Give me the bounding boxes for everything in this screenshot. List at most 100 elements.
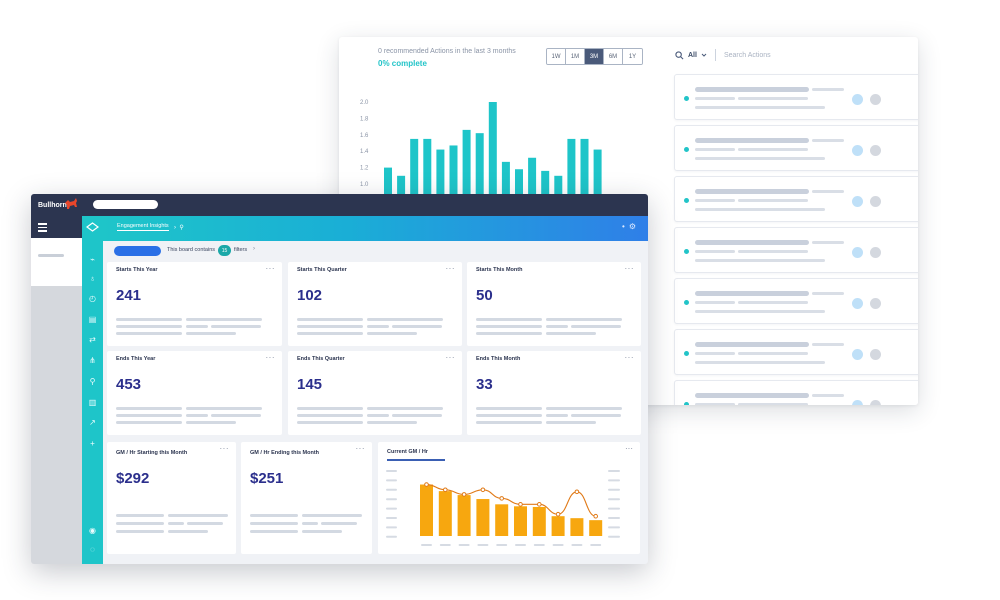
chevron-right-icon[interactable]: › xyxy=(174,225,176,231)
action-accept-icon[interactable] xyxy=(852,94,863,105)
search-actions-input[interactable]: Search Actions xyxy=(723,51,771,59)
placeholder-line xyxy=(695,240,809,245)
gm-line-point xyxy=(499,496,504,501)
placeholder-line xyxy=(738,97,808,100)
trend-icon[interactable]: ↗ xyxy=(89,418,96,427)
action-dismiss-icon[interactable] xyxy=(870,94,881,105)
range-button-1w[interactable]: 1W xyxy=(547,49,566,64)
placeholder-line xyxy=(695,157,825,160)
kpi-title: GM / Hr Ending this Month xyxy=(250,450,320,456)
placeholder-line xyxy=(297,414,363,417)
filter-label[interactable]: filters xyxy=(234,247,248,253)
range-button-6m[interactable]: 6M xyxy=(604,49,623,64)
menu-icon[interactable] xyxy=(38,223,47,234)
action-accept-icon[interactable] xyxy=(852,196,863,207)
more-options-icon[interactable]: ··· xyxy=(355,444,365,453)
action-dismiss-icon[interactable] xyxy=(870,145,881,156)
kpi-card[interactable]: Ends This Month ··· 33 xyxy=(467,351,641,435)
handshake-icon[interactable]: ⇄ xyxy=(89,335,96,344)
more-options-icon[interactable]: ··· xyxy=(265,353,275,362)
action-card[interactable] xyxy=(674,125,918,171)
bar-chart-icon[interactable]: ▥ xyxy=(88,398,97,407)
chart-bar xyxy=(449,145,458,232)
gm-bar xyxy=(420,484,433,536)
more-options-icon[interactable]: ··· xyxy=(445,264,455,273)
action-dismiss-icon[interactable] xyxy=(870,247,881,258)
user-circle-icon[interactable]: ◉ xyxy=(89,526,96,535)
gauge-icon[interactable]: ◴ xyxy=(89,294,96,303)
y-tick-label: 1.2 xyxy=(360,166,369,172)
placeholder-line xyxy=(695,352,735,355)
kpi-card[interactable]: Starts This Month ··· 50 xyxy=(467,262,641,346)
insights-logo-icon[interactable] xyxy=(86,222,99,232)
placeholder-line xyxy=(186,421,236,424)
more-options-icon[interactable]: ··· xyxy=(625,444,633,453)
pulse-icon[interactable]: ⌁ xyxy=(90,255,95,264)
action-accept-icon[interactable] xyxy=(852,349,863,360)
action-card[interactable] xyxy=(674,278,918,324)
axis-tick-placeholder xyxy=(608,517,620,519)
left-nav-item[interactable] xyxy=(38,254,64,257)
more-options-icon[interactable]: ··· xyxy=(624,353,634,362)
x-tick-placeholder xyxy=(439,544,451,546)
gm-hr-card[interactable]: GM / Hr Starting this Month ··· $292 xyxy=(107,442,236,554)
filter-all-dropdown[interactable]: All xyxy=(688,51,697,59)
placeholder-line xyxy=(367,318,443,321)
chart-bar xyxy=(410,138,419,232)
status-dot xyxy=(684,96,689,101)
axis-tick-placeholder xyxy=(608,488,620,491)
action-accept-icon[interactable] xyxy=(852,145,863,156)
hierarchy-icon[interactable]: ⋔ xyxy=(89,356,96,365)
global-search-input[interactable] xyxy=(93,200,158,209)
more-options-icon[interactable]: ··· xyxy=(219,444,229,453)
more-options-icon[interactable]: ··· xyxy=(624,264,634,273)
chart-bar xyxy=(462,129,471,232)
search-icon[interactable]: ⚲ xyxy=(89,377,96,386)
action-accept-icon[interactable] xyxy=(852,247,863,258)
filter-count-badge[interactable]: 15 xyxy=(218,245,231,256)
action-card[interactable] xyxy=(674,329,918,375)
chevron-down-icon[interactable] xyxy=(701,52,707,58)
more-options-icon[interactable]: ··· xyxy=(265,264,275,273)
action-dismiss-icon[interactable] xyxy=(870,196,881,207)
board-selector-button[interactable] xyxy=(114,246,161,256)
gm-hr-card[interactable]: GM / Hr Ending this Month ··· $251 xyxy=(241,442,372,554)
placeholder-line xyxy=(812,88,844,91)
action-card[interactable] xyxy=(674,227,918,273)
card-title: Current GM / Hr xyxy=(387,449,428,455)
action-accept-icon[interactable] xyxy=(852,400,863,405)
range-button-3m[interactable]: 3M xyxy=(585,49,604,64)
placeholder-line xyxy=(297,332,363,335)
range-button-1y[interactable]: 1Y xyxy=(623,49,642,64)
placeholder-line xyxy=(186,414,208,417)
action-search: All Search Actions xyxy=(675,48,905,62)
action-dismiss-icon[interactable] xyxy=(870,349,881,360)
kpi-card[interactable]: Ends This Year ··· 453 xyxy=(107,351,282,435)
notification-icon[interactable]: • xyxy=(622,222,629,231)
placeholder-line xyxy=(695,199,735,202)
placeholder-line xyxy=(695,87,809,92)
action-dismiss-icon[interactable] xyxy=(870,298,881,309)
kpi-card[interactable]: Starts This Year ··· 241 xyxy=(107,262,282,346)
kpi-card[interactable]: Ends This Quarter ··· 145 xyxy=(288,351,462,435)
more-options-icon[interactable]: ··· xyxy=(445,353,455,362)
tab-engagement-insights[interactable]: Engagement Insights xyxy=(117,223,169,231)
location-pin-icon[interactable]: ◌ xyxy=(90,545,95,554)
action-dismiss-icon[interactable] xyxy=(870,400,881,405)
gm-line-point xyxy=(555,511,561,517)
lightbulb-icon[interactable]: ♁ xyxy=(89,274,96,283)
settings-gear-icon[interactable]: ⚙ xyxy=(628,222,640,231)
action-card[interactable] xyxy=(674,176,918,222)
chevron-right-icon[interactable]: › xyxy=(253,246,255,252)
action-card[interactable] xyxy=(674,74,918,120)
action-accept-icon[interactable] xyxy=(852,298,863,309)
clipboard-icon[interactable]: ▤ xyxy=(88,315,97,324)
placeholder-line xyxy=(367,407,443,410)
plus-icon[interactable]: + xyxy=(90,439,95,448)
action-card[interactable] xyxy=(674,380,918,405)
range-button-1m[interactable]: 1M xyxy=(566,49,585,64)
x-tick-placeholder xyxy=(496,544,508,546)
search-icon[interactable]: ⚲ xyxy=(179,225,184,231)
axis-tick-placeholder xyxy=(386,507,397,510)
kpi-card[interactable]: Starts This Quarter ··· 102 xyxy=(288,262,462,346)
